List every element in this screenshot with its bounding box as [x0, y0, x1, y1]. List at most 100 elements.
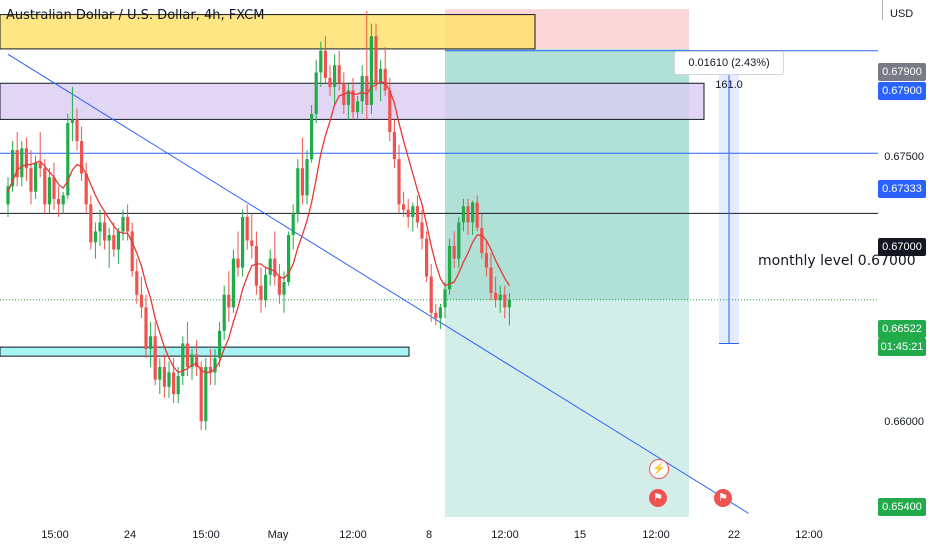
candle-body: [89, 204, 93, 243]
candle-body: [480, 227, 484, 254]
candle-body: [195, 354, 199, 367]
cyan-support-zone: [0, 346, 410, 357]
candle-body: [250, 240, 254, 246]
candle-body: [259, 285, 263, 301]
candle-body: [282, 282, 286, 295]
candle-body: [273, 258, 277, 277]
candle-body: [130, 231, 134, 272]
candle-body: [11, 150, 15, 187]
candle-body: [397, 159, 401, 205]
candle-body: [93, 231, 97, 243]
candle-body: [461, 206, 465, 223]
candle-body: [264, 274, 268, 301]
candle-body: [20, 148, 24, 178]
candle-body: [121, 216, 125, 232]
us-flag-icon[interactable]: ⚑: [649, 489, 667, 507]
candle-body: [415, 206, 419, 223]
time-tick: May: [267, 529, 289, 541]
price-label-monthly: 0.67000: [878, 238, 926, 256]
candle-body: [287, 235, 291, 283]
candle-body: [139, 294, 143, 308]
candle-body: [411, 206, 415, 217]
candle-body: [222, 294, 226, 331]
candle-body: [268, 258, 272, 275]
candle-body: [181, 343, 185, 377]
candle-body: [103, 222, 107, 241]
candle-body: [149, 336, 153, 349]
price-label-entry: 0.67900: [878, 82, 926, 100]
candle-body: [489, 267, 493, 293]
candle-body: [61, 195, 65, 205]
candle-body: [300, 168, 304, 196]
candle-body: [204, 366, 208, 422]
candle-body: [38, 162, 42, 169]
candle-body: [356, 101, 360, 113]
candle-body: [328, 77, 332, 87]
lightning-icon[interactable]: ⚡: [649, 459, 669, 479]
candle-body: [241, 216, 245, 268]
candle-body: [277, 276, 281, 295]
candle-body: [84, 173, 88, 205]
symbol-title: Australian Dollar / U.S. Dollar, 4h, FXC…: [6, 8, 265, 23]
candle-body: [434, 312, 438, 319]
candle-body: [388, 90, 392, 133]
candle-body: [190, 354, 194, 367]
candle-body: [305, 159, 309, 196]
measure-readout: 0.01610 (2.43%) 161.0: [674, 51, 784, 91]
candle-body: [452, 245, 456, 259]
price-tick: 0.66000: [884, 416, 924, 428]
candle-body: [438, 307, 442, 319]
candle-body: [319, 50, 323, 73]
candle-body: [208, 366, 212, 373]
candle-body: [70, 119, 74, 124]
time-tick: 12:00: [491, 529, 519, 541]
candle-body: [369, 36, 373, 105]
candle-body: [346, 90, 350, 105]
candle-body: [392, 132, 396, 160]
time-tick: 15: [573, 529, 587, 541]
candle-body: [135, 271, 139, 295]
candle-body: [15, 150, 19, 178]
candle-body: [29, 168, 33, 192]
moving-average-line: [7, 80, 510, 374]
candle-body: [507, 300, 511, 308]
candle-body: [503, 294, 507, 308]
time-tick: 15:00: [41, 529, 69, 541]
trendline: [7, 53, 749, 514]
candle-body: [126, 216, 130, 232]
candle-body: [167, 372, 171, 387]
candle-body: [360, 76, 364, 102]
time-tick: 8: [425, 529, 433, 541]
candle-body: [213, 357, 217, 373]
us-flag-icon[interactable]: ⚑: [714, 489, 732, 507]
candle-body: [66, 123, 70, 196]
candle-body: [337, 65, 341, 84]
candle-body: [314, 72, 318, 114]
time-tick: 12:00: [642, 529, 670, 541]
candle-body: [383, 68, 387, 91]
time-tick: 12:00: [339, 529, 367, 541]
price-label-target: 0.65400: [878, 498, 926, 516]
candle-body: [162, 366, 166, 387]
candle-body: [296, 168, 300, 214]
candle-body: [107, 235, 111, 241]
candle-body: [471, 202, 475, 223]
candle-body: [185, 343, 189, 367]
candle-body: [6, 186, 10, 205]
time-tick: 15:00: [192, 529, 220, 541]
candle-body: [374, 36, 378, 84]
currency-label[interactable]: USD: [890, 8, 914, 20]
take-profit-zone: [445, 300, 689, 517]
candle-body: [254, 245, 258, 286]
candle-body: [351, 90, 355, 113]
time-tick: 24: [123, 529, 137, 541]
candle-body: [457, 222, 461, 259]
candle-body: [80, 141, 84, 174]
candle-body: [443, 289, 447, 308]
price-tick: 0.67500: [884, 151, 924, 163]
candle-body: [176, 376, 180, 395]
price-label-level: 0.67333: [878, 180, 926, 198]
candle-body: [153, 336, 157, 380]
yellow-resistance-zone: [0, 14, 536, 50]
